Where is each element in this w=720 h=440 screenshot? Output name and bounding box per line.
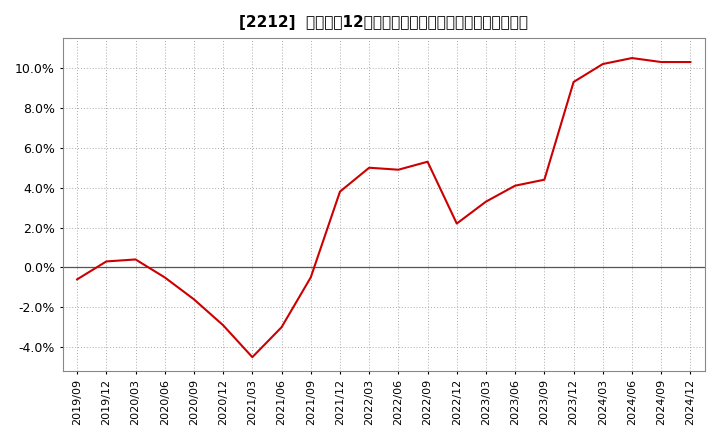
Title: [2212]  売上高の12か月移動合計の対前年同期増減率の推移: [2212] 売上高の12か月移動合計の対前年同期増減率の推移 — [239, 15, 528, 30]
